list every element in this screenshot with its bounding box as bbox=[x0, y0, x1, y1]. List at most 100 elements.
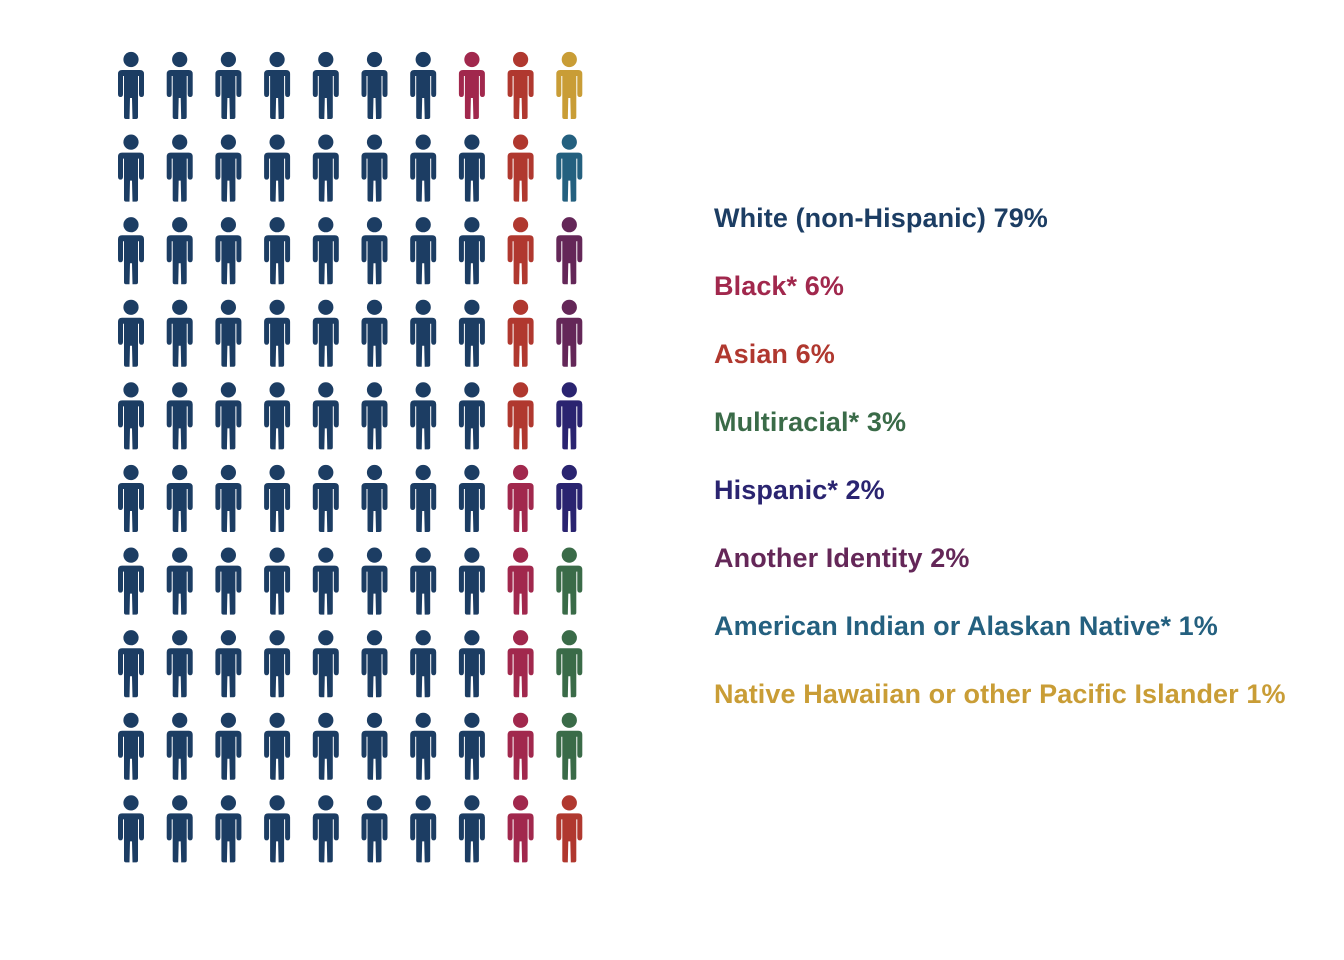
person-icon-white-non-hispanic bbox=[312, 795, 339, 863]
person-icon-white-non-hispanic bbox=[118, 795, 144, 863]
person-icon-white-non-hispanic bbox=[410, 795, 437, 863]
person-icon-white-non-hispanic bbox=[166, 712, 193, 780]
person-icon-white-non-hispanic bbox=[166, 464, 193, 532]
person-icon-white-non-hispanic bbox=[410, 217, 437, 285]
person-icon-white-non-hispanic bbox=[361, 547, 388, 615]
person-icon-multiracial bbox=[556, 547, 583, 615]
person-icon-multiracial bbox=[556, 712, 583, 780]
legend-item-american-indian: American Indian or Alaskan Native* 1% bbox=[714, 611, 1218, 641]
person-icon-white-non-hispanic bbox=[118, 134, 144, 202]
person-icon-white-non-hispanic bbox=[458, 217, 485, 285]
person-icon-white-non-hispanic bbox=[215, 217, 242, 285]
person-icon-white-non-hispanic bbox=[361, 134, 388, 202]
person-icon-white-non-hispanic bbox=[458, 712, 485, 780]
person-icon-white-non-hispanic bbox=[166, 299, 193, 367]
person-icon-white-non-hispanic bbox=[458, 464, 485, 532]
person-icon-white-non-hispanic bbox=[361, 299, 388, 367]
person-icon-white-non-hispanic bbox=[118, 382, 144, 450]
person-icon-white-non-hispanic bbox=[215, 134, 242, 202]
person-icon-white-non-hispanic bbox=[410, 547, 437, 615]
person-icon-white-non-hispanic bbox=[410, 712, 437, 780]
person-icon-white-non-hispanic bbox=[410, 299, 437, 367]
legend-item-white: White (non-Hispanic) 79% bbox=[714, 203, 1048, 233]
person-icon-white-non-hispanic bbox=[312, 712, 339, 780]
person-icon-white-non-hispanic bbox=[410, 382, 437, 450]
person-icon-white-non-hispanic bbox=[410, 51, 437, 119]
person-icon-white-non-hispanic bbox=[312, 630, 339, 698]
person-icon-white-non-hispanic bbox=[166, 217, 193, 285]
person-icon-white-non-hispanic bbox=[410, 464, 437, 532]
person-icon-white-non-hispanic bbox=[215, 630, 242, 698]
person-icon-white-non-hispanic bbox=[410, 630, 437, 698]
person-icon-hispanic bbox=[556, 464, 583, 532]
person-icon-white-non-hispanic bbox=[166, 382, 193, 450]
person-icon-white-non-hispanic bbox=[361, 630, 388, 698]
person-icon-white-non-hispanic bbox=[215, 795, 242, 863]
person-icon-white-non-hispanic bbox=[361, 795, 388, 863]
legend-item-native-hawaiian: Native Hawaiian or other Pacific Islande… bbox=[714, 679, 1286, 709]
person-icon-white-non-hispanic bbox=[361, 464, 388, 532]
person-icon-white-non-hispanic bbox=[264, 712, 291, 780]
person-icon-white-non-hispanic bbox=[166, 547, 193, 615]
person-icon-white-non-hispanic bbox=[118, 217, 144, 285]
person-icon-white-non-hispanic bbox=[166, 630, 193, 698]
person-icon-white-non-hispanic bbox=[166, 134, 193, 202]
person-icon-white-non-hispanic bbox=[118, 712, 144, 780]
legend-item-multiracial: Multiracial* 3% bbox=[714, 407, 907, 437]
person-icon-another-identity bbox=[556, 217, 583, 285]
person-icon-white-non-hispanic bbox=[215, 51, 242, 119]
person-icon-white-non-hispanic bbox=[264, 464, 291, 532]
legend-item-hispanic: Hispanic* 2% bbox=[714, 475, 885, 505]
person-icon-white-non-hispanic bbox=[264, 547, 291, 615]
person-icon-white-non-hispanic bbox=[264, 217, 291, 285]
person-icon-white-non-hispanic bbox=[166, 51, 193, 119]
person-icon-black bbox=[507, 630, 534, 698]
person-icon-asian bbox=[556, 795, 583, 863]
person-icon-asian bbox=[507, 51, 534, 119]
person-icon-white-non-hispanic bbox=[264, 51, 291, 119]
person-icon-white-non-hispanic bbox=[312, 51, 339, 119]
person-icon-white-non-hispanic bbox=[458, 382, 485, 450]
person-icon-white-non-hispanic bbox=[215, 712, 242, 780]
person-icon-white-non-hispanic bbox=[215, 299, 242, 367]
legend-item-another-identity: Another Identity 2% bbox=[714, 543, 970, 573]
person-icon-black bbox=[458, 51, 485, 119]
person-icon-white-non-hispanic bbox=[118, 299, 144, 367]
person-icon-white-non-hispanic bbox=[458, 547, 485, 615]
person-icon-white-non-hispanic bbox=[215, 382, 242, 450]
person-icon-asian bbox=[507, 299, 534, 367]
person-icon-white-non-hispanic bbox=[215, 547, 242, 615]
person-icon-white-non-hispanic bbox=[166, 795, 193, 863]
person-icon-hispanic bbox=[556, 382, 583, 450]
person-icon-white-non-hispanic bbox=[458, 134, 485, 202]
person-icon-white-non-hispanic bbox=[215, 464, 242, 532]
person-icon-grid bbox=[118, 51, 583, 863]
chart-legend: White (non-Hispanic) 79% Black* 6% Asian… bbox=[714, 198, 1286, 742]
legend-item-black: Black* 6% bbox=[714, 271, 844, 301]
person-icon-white-non-hispanic bbox=[312, 134, 339, 202]
person-icon-asian bbox=[507, 217, 534, 285]
person-icon-black bbox=[507, 547, 534, 615]
person-icon-white-non-hispanic bbox=[264, 382, 291, 450]
person-icon-black bbox=[507, 795, 534, 863]
person-icon-white-non-hispanic bbox=[361, 382, 388, 450]
person-icon-white-non-hispanic bbox=[312, 382, 339, 450]
person-icon-asian bbox=[507, 134, 534, 202]
person-icon-white-non-hispanic bbox=[264, 299, 291, 367]
person-icon-another-identity bbox=[556, 299, 583, 367]
person-icon-white-non-hispanic bbox=[264, 630, 291, 698]
person-icon-black bbox=[507, 464, 534, 532]
legend-item-asian: Asian 6% bbox=[714, 339, 835, 369]
person-icon-white-non-hispanic bbox=[361, 51, 388, 119]
person-icon-white-non-hispanic bbox=[458, 630, 485, 698]
person-icon-white-non-hispanic bbox=[458, 795, 485, 863]
person-icon-white-non-hispanic bbox=[312, 547, 339, 615]
person-icon-white-non-hispanic bbox=[118, 464, 144, 532]
person-icon-black bbox=[507, 712, 534, 780]
person-icon-white-non-hispanic bbox=[312, 217, 339, 285]
person-icon-white-non-hispanic bbox=[118, 547, 144, 615]
person-icon-white-non-hispanic bbox=[410, 134, 437, 202]
person-icon-white-non-hispanic bbox=[312, 299, 339, 367]
person-icon-native-hawaiian-or-other-pacific-islander bbox=[556, 51, 583, 119]
